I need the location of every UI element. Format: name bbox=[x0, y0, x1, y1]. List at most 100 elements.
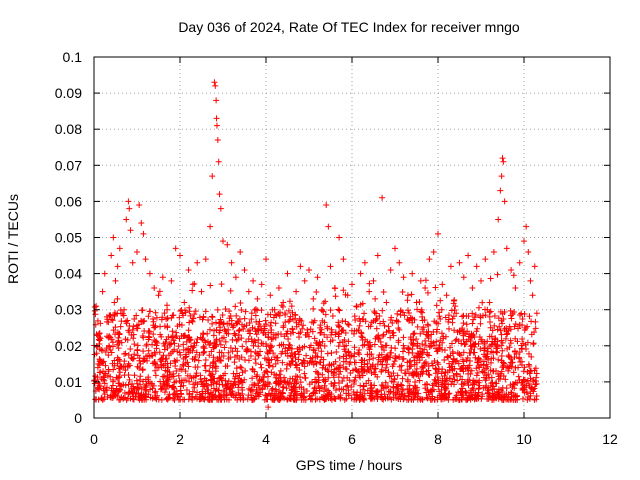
data-point bbox=[464, 328, 471, 335]
data-point bbox=[248, 336, 255, 343]
data-point bbox=[162, 356, 169, 363]
data-point bbox=[463, 357, 470, 364]
data-point bbox=[104, 318, 111, 325]
data-point bbox=[383, 342, 390, 349]
data-point bbox=[392, 245, 398, 252]
data-point bbox=[126, 322, 133, 329]
data-point bbox=[152, 360, 159, 367]
data-point bbox=[366, 344, 373, 351]
data-point bbox=[487, 275, 494, 282]
data-point bbox=[237, 248, 244, 255]
data-point bbox=[133, 312, 140, 319]
data-point bbox=[340, 374, 347, 381]
data-point bbox=[344, 382, 351, 389]
data-point bbox=[221, 326, 228, 333]
data-point bbox=[279, 383, 286, 390]
data-point bbox=[379, 307, 386, 314]
data-point bbox=[345, 338, 352, 345]
data-point bbox=[142, 256, 149, 263]
data-point bbox=[303, 352, 310, 359]
data-point bbox=[213, 380, 220, 387]
data-point bbox=[177, 351, 184, 358]
data-point bbox=[364, 338, 371, 345]
data-point bbox=[252, 312, 259, 319]
data-point bbox=[400, 342, 407, 349]
data-point bbox=[111, 357, 118, 364]
data-point bbox=[131, 341, 138, 348]
data-point bbox=[523, 223, 530, 230]
data-point bbox=[515, 325, 522, 332]
data-point bbox=[489, 341, 496, 348]
data-point bbox=[232, 303, 239, 310]
data-point bbox=[234, 319, 241, 326]
data-point bbox=[169, 328, 176, 335]
data-point bbox=[157, 378, 164, 385]
data-point bbox=[497, 327, 504, 334]
data-point bbox=[277, 309, 284, 316]
data-point bbox=[103, 313, 110, 320]
data-point bbox=[499, 347, 506, 354]
data-point bbox=[145, 336, 152, 343]
data-point bbox=[370, 355, 377, 362]
data-point bbox=[283, 331, 290, 338]
data-point bbox=[136, 357, 143, 364]
data-point bbox=[395, 385, 402, 392]
data-point bbox=[312, 396, 319, 403]
data-point bbox=[527, 277, 534, 284]
x-axis-label: GPS time / hours bbox=[296, 457, 403, 473]
data-point bbox=[220, 334, 227, 341]
data-point bbox=[418, 396, 425, 403]
data-point bbox=[465, 392, 472, 399]
data-point bbox=[280, 322, 287, 329]
data-point bbox=[465, 382, 472, 389]
data-point bbox=[202, 339, 209, 346]
data-point bbox=[192, 373, 199, 380]
data-point bbox=[392, 353, 399, 360]
data-point bbox=[255, 336, 262, 343]
data-point bbox=[208, 396, 215, 403]
data-point bbox=[476, 334, 483, 341]
data-point bbox=[515, 373, 522, 380]
data-point bbox=[495, 356, 502, 363]
x-tick-label: 10 bbox=[516, 431, 532, 447]
data-point bbox=[378, 366, 385, 373]
data-point bbox=[143, 341, 150, 348]
data-point bbox=[127, 345, 134, 352]
data-point bbox=[476, 364, 483, 371]
data-point bbox=[482, 372, 489, 379]
data-point bbox=[424, 395, 431, 402]
data-point bbox=[150, 318, 157, 325]
data-point bbox=[349, 281, 355, 288]
data-point bbox=[279, 359, 286, 366]
data-point bbox=[404, 307, 411, 314]
data-point bbox=[370, 277, 377, 284]
data-point bbox=[255, 321, 262, 328]
data-point bbox=[345, 387, 352, 394]
data-point bbox=[125, 389, 132, 396]
data-point bbox=[300, 396, 307, 403]
data-point bbox=[213, 336, 220, 343]
y-axis-label: ROTI / TECUs bbox=[5, 194, 21, 284]
data-point bbox=[387, 266, 394, 273]
data-point bbox=[172, 245, 179, 252]
data-point bbox=[300, 386, 307, 393]
data-point bbox=[102, 349, 109, 356]
data-point bbox=[311, 335, 318, 342]
data-point bbox=[110, 327, 117, 334]
data-point bbox=[405, 349, 412, 356]
data-point bbox=[125, 351, 132, 358]
data-point bbox=[422, 337, 429, 344]
data-point bbox=[343, 395, 350, 402]
data-point bbox=[299, 325, 306, 332]
data-point bbox=[209, 364, 216, 371]
data-point bbox=[196, 314, 203, 321]
data-point bbox=[131, 315, 138, 322]
data-point bbox=[166, 352, 172, 359]
data-point bbox=[115, 337, 122, 344]
data-point bbox=[386, 373, 393, 380]
data-point bbox=[366, 356, 373, 363]
data-point bbox=[361, 357, 368, 364]
data-point bbox=[118, 310, 125, 317]
data-point bbox=[265, 404, 272, 411]
data-point bbox=[241, 266, 248, 273]
